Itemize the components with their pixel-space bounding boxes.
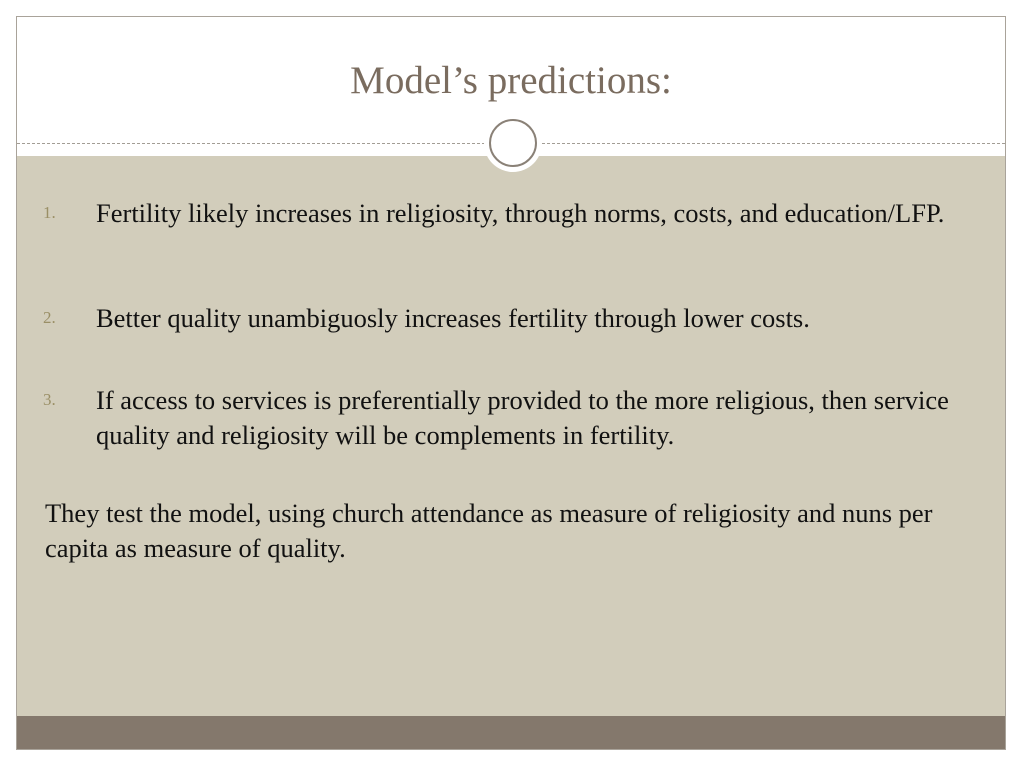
list-item-number: 2. — [43, 308, 56, 327]
content-area: 1. Fertility likely increases in religio… — [17, 156, 1005, 716]
closing-paragraph: They test the model, using church attend… — [45, 498, 933, 563]
slide-title: Model’s predictions: — [350, 59, 672, 102]
list-item-number: 3. — [43, 390, 56, 409]
list-item-text: Better quality unambiguosly increases fe… — [96, 303, 810, 333]
slide: Model’s predictions: 1. Fertility likely… — [16, 16, 1006, 750]
list-item-text: Fertility likely increases in religiosit… — [96, 198, 945, 228]
list-item-text: If access to services is preferentially … — [96, 385, 949, 450]
list-item-number: 1. — [43, 203, 56, 222]
circle-ornament-icon — [484, 114, 542, 172]
footer-bar — [17, 716, 1005, 749]
ring-icon — [489, 119, 537, 167]
